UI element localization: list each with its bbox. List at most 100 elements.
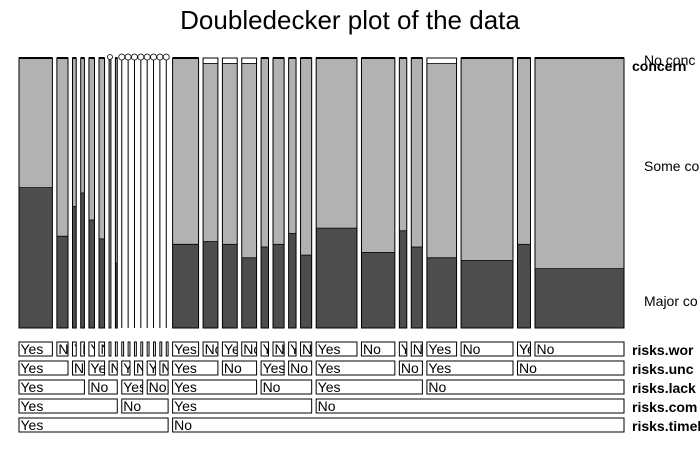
factor-cell-box — [121, 360, 131, 376]
factor-cell-box — [127, 341, 131, 357]
bar-outline — [460, 57, 514, 329]
empty-bar-marker — [156, 53, 164, 61]
bar-outline — [288, 57, 297, 329]
factor-cell-label: Yes — [428, 341, 451, 357]
factor-cell-box — [159, 360, 169, 376]
factor-cell-label: No — [463, 341, 481, 357]
bar-segment-major-concern — [261, 247, 269, 328]
bar-segment-some-concern — [261, 58, 269, 247]
factor-cell-box — [18, 417, 169, 433]
empty-bar-marker — [124, 53, 132, 61]
factor-cell-label: Yes — [123, 360, 146, 376]
factor-cell-box — [98, 341, 106, 357]
factor-cell-label: Yes — [318, 360, 341, 376]
factor-cell-box — [108, 341, 112, 357]
factor-cell-box — [121, 398, 169, 414]
factor-cell-box — [72, 341, 77, 357]
bar-segment-some-concern — [426, 63, 457, 258]
bar-outline — [221, 57, 238, 329]
factor-cell-label: Yes — [90, 341, 113, 357]
bar-outline — [534, 57, 625, 329]
bar-outline — [241, 57, 258, 329]
factor-cell-box — [426, 360, 514, 376]
factor-cell-label: No — [100, 341, 118, 357]
factor-cell-label: No — [274, 341, 292, 357]
factor-cell-label: No — [117, 341, 135, 357]
bar-segment-some-concern — [534, 58, 624, 269]
bar-segment-major-concern — [534, 268, 624, 328]
factor-cell-label: Yes — [263, 341, 286, 357]
factor-name-label: risks.unc — [632, 361, 694, 377]
factor-cell-label: No — [130, 341, 148, 357]
factor-cell-box — [410, 341, 423, 357]
factor-cell-label: Yes — [161, 341, 184, 357]
factor-cell-box — [398, 360, 423, 376]
bar-segment-major-concern — [72, 206, 77, 328]
bar-segment-major-concern — [461, 260, 513, 328]
factor-label-group: risks.timeline risks.com risks.lack risks.u… — [632, 342, 700, 434]
factor-cell-box — [146, 341, 150, 357]
factor-cell-label: No — [519, 360, 537, 376]
factor-cell-box — [146, 379, 169, 395]
response-level-label: Some co — [644, 158, 699, 174]
bar-segment-major-concern — [88, 220, 95, 328]
factor-cell-box — [146, 360, 156, 376]
bar-outline — [315, 57, 358, 329]
bar-segment-major-concern — [411, 247, 423, 328]
factor-cell-label: No — [155, 341, 173, 357]
factor-cell-box — [360, 341, 396, 357]
bar-outline — [360, 57, 396, 329]
bar-segment-major-concern — [172, 244, 199, 328]
bar-segment-some-concern — [172, 58, 199, 245]
factor-name-label: risks.wor — [632, 342, 694, 358]
factor-cell-label: Yes — [149, 360, 172, 376]
factor-cell-box — [72, 360, 85, 376]
factor-cell-label: No — [74, 360, 92, 376]
empty-bar-marker — [150, 53, 157, 61]
bar-segment-major-concern — [19, 187, 53, 328]
factor-cell-label: Yes — [224, 341, 247, 357]
factor-cell-label: Yes — [111, 341, 134, 357]
response-level-label: No conc — [644, 52, 695, 68]
factor-cell-box — [121, 379, 144, 395]
bar-segment-some-concern — [56, 58, 69, 237]
factor-cell-label: Yes — [21, 341, 44, 357]
factor-cell-label: Yes — [90, 360, 113, 376]
factor-cell-label: Yes — [174, 360, 197, 376]
bar-outline — [88, 57, 95, 329]
factor-cell-box — [516, 341, 531, 357]
bar-segment-some-concern — [115, 58, 118, 264]
response-label-group: No conc Some co Major co concern — [632, 52, 699, 309]
bar-segment-some-concern — [300, 58, 312, 256]
bar-segment-major-concern — [222, 244, 238, 328]
factor-cell-label: No — [290, 360, 308, 376]
factor-cell-box — [315, 379, 423, 395]
factor-cell-box — [398, 341, 408, 357]
factor-cell-label: Yes — [123, 341, 146, 357]
bar-segment-major-concern — [80, 193, 85, 328]
bar-segment-some-concern — [288, 58, 297, 234]
bar-segment-no-concern — [426, 58, 457, 64]
bar-segment-some-concern — [316, 58, 357, 229]
factor-cell-label: Yes — [149, 341, 172, 357]
bar-segment-no-concern — [222, 58, 238, 64]
factor-cell-box — [18, 341, 53, 357]
factor-cell-box — [133, 360, 144, 376]
bar-outline — [80, 57, 85, 329]
factor-cell-label: No — [224, 360, 242, 376]
bar-segment-some-concern — [517, 58, 531, 245]
factor-cell-label: Yes — [519, 341, 542, 357]
bar-segment-major-concern — [115, 263, 118, 328]
factor-cell-box — [426, 379, 625, 395]
bar-segment-no-concern — [203, 58, 218, 64]
factor-cell-label: No — [123, 398, 141, 414]
factor-cell-label: No — [318, 398, 336, 414]
bar-segment-major-concern — [426, 257, 457, 328]
bar-outline — [98, 57, 106, 329]
factor-cell-box — [121, 341, 125, 357]
factor-cell-box — [460, 341, 514, 357]
empty-bar-marker — [118, 53, 126, 61]
bar-segment-major-concern — [300, 255, 312, 328]
